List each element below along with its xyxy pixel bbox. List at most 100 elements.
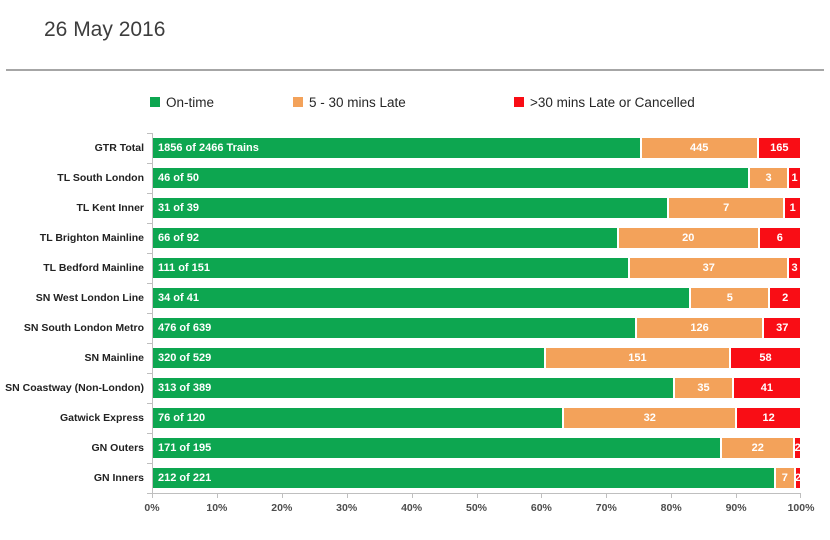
x-axis-tick xyxy=(411,494,413,498)
ontime-segment: 476 of 639 xyxy=(152,318,635,338)
chart-row: TL Brighton Mainline 66 of 92 20 6 xyxy=(0,223,830,253)
row-category-label: Gatwick Express xyxy=(59,412,144,424)
chart-row: TL Bedford Mainline 111 of 151 37 3 xyxy=(0,253,830,283)
x-axis-tick xyxy=(216,494,218,498)
cancelled-count-label: 3 xyxy=(791,262,798,274)
chart-row: SN Mainline 320 of 529 151 58 xyxy=(0,343,830,373)
chart-row: TL Kent Inner 31 of 39 7 1 xyxy=(0,193,830,223)
cancelled-count-label: 6 xyxy=(776,232,783,244)
late-count-label: 7 xyxy=(723,202,730,214)
late-count-label: 5 xyxy=(726,292,733,304)
x-axis-tick-label: 60% xyxy=(530,502,552,514)
late-segment: 20 xyxy=(616,228,758,248)
y-axis-tick xyxy=(147,433,152,434)
stacked-bar: 212 of 221 7 2 xyxy=(152,468,801,488)
y-axis-tick xyxy=(147,163,152,164)
ontime-count-label: 31 of 39 xyxy=(158,202,199,214)
x-axis-tick-label: 90% xyxy=(725,502,747,514)
y-axis-tick xyxy=(147,493,152,494)
row-category-label: TL Kent Inner xyxy=(76,202,144,214)
legend-label-ontime: On-time xyxy=(166,94,215,110)
cancelled-segment: 1 xyxy=(783,198,800,218)
cancelled-segment: 58 xyxy=(728,348,800,368)
title-separator xyxy=(6,69,824,71)
x-axis-tick-label: 100% xyxy=(787,502,815,514)
x-axis-tick xyxy=(476,494,478,498)
late-swatch-icon xyxy=(293,97,303,107)
cancelled-segment: 12 xyxy=(735,408,800,428)
stacked-bar: 320 of 529 151 58 xyxy=(152,348,800,368)
ontime-segment: 66 of 92 xyxy=(152,228,617,248)
row-category-label: TL Brighton Mainline xyxy=(39,232,144,244)
late-segment: 7 xyxy=(773,468,795,488)
x-axis-tick-label: 40% xyxy=(401,502,423,514)
chart-row: Gatwick Express 76 of 120 32 12 xyxy=(0,403,830,433)
y-axis-tick xyxy=(147,223,152,224)
row-category-label: GN Inners xyxy=(93,472,144,484)
ontime-segment: 34 of 41 xyxy=(152,288,690,308)
chart-row: TL South London 46 of 50 3 1 xyxy=(0,163,830,193)
y-axis-tick xyxy=(147,403,152,404)
stacked-bar: 1856 of 2466 Trains 445 165 xyxy=(152,138,800,158)
cancelled-count-label: 41 xyxy=(760,382,773,394)
late-count-label: 32 xyxy=(643,412,656,424)
cancelled-segment: 37 xyxy=(762,318,800,338)
late-segment: 5 xyxy=(689,288,769,308)
ontime-count-label: 476 of 639 xyxy=(158,322,212,334)
x-axis-tick-label: 0% xyxy=(144,502,160,514)
cancelled-count-label: 1 xyxy=(791,172,798,184)
y-axis-tick xyxy=(147,193,152,194)
stacked-bar: 476 of 639 126 37 xyxy=(152,318,800,338)
ontime-segment: 46 of 50 xyxy=(152,168,749,188)
x-axis-tick xyxy=(541,494,543,498)
cancelled-count-label: 37 xyxy=(776,322,789,334)
y-axis-tick xyxy=(147,463,152,464)
ontime-count-label: 76 of 120 xyxy=(158,412,206,424)
page-title: 26 May 2016 xyxy=(44,18,166,41)
late-count-label: 445 xyxy=(689,142,709,154)
ontime-segment: 212 of 221 xyxy=(152,468,774,488)
stacked-bar: 66 of 92 20 6 xyxy=(152,228,800,248)
stacked-bar: 313 of 389 35 41 xyxy=(152,378,800,398)
plot-area: GTR Total 1856 of 2466 Trains 445 165 TL… xyxy=(0,133,830,493)
row-category-label: SN West London Line xyxy=(35,292,144,304)
cancelled-count-label: 2 xyxy=(782,292,789,304)
ontime-segment: 171 of 195 xyxy=(152,438,721,458)
row-category-label: TL South London xyxy=(57,172,144,184)
cancelled-segment: 2 xyxy=(768,288,800,308)
late-segment: 22 xyxy=(720,438,794,458)
chart-row: SN Coastway (Non-London) 313 of 389 35 4… xyxy=(0,373,830,403)
row-category-label: SN Coastway (Non-London) xyxy=(5,382,144,394)
late-segment: 445 xyxy=(639,138,757,158)
cancelled-segment: 3 xyxy=(787,258,800,278)
ontime-segment: 111 of 151 xyxy=(152,258,629,278)
x-axis: 0% 10% 20% 30% 40% 50% 60% 70% 80% 90% 100% xyxy=(144,493,814,533)
late-count-label: 22 xyxy=(751,442,764,454)
ontime-count-label: 320 of 529 xyxy=(158,352,212,364)
legend-item-ontime: On-time xyxy=(150,92,214,112)
chart-row: GTR Total 1856 of 2466 Trains 445 165 xyxy=(0,133,830,163)
x-axis-tick xyxy=(152,494,153,498)
ontime-segment: 320 of 529 xyxy=(152,348,544,368)
x-axis-tick-label: 70% xyxy=(595,502,617,514)
chart-row: SN South London Metro 476 of 639 126 37 xyxy=(0,313,830,343)
stacked-bar: 76 of 120 32 12 xyxy=(152,408,800,428)
legend-label-cancelled: >30 mins Late or Cancelled xyxy=(530,94,695,110)
late-segment: 32 xyxy=(562,408,736,428)
ontime-segment: 76 of 120 xyxy=(152,408,563,428)
x-axis-tick xyxy=(671,494,673,498)
x-axis-tick xyxy=(736,494,738,498)
row-category-label: SN Mainline xyxy=(84,352,144,364)
cancelled-count-label: 12 xyxy=(762,412,775,424)
row-category-label: GTR Total xyxy=(94,142,144,154)
late-count-label: 126 xyxy=(690,322,709,334)
cancelled-count-label: 2 xyxy=(794,442,801,454)
late-count-label: 7 xyxy=(781,472,788,484)
stacked-bar: 111 of 151 37 3 xyxy=(152,258,800,278)
late-segment: 126 xyxy=(634,318,763,338)
cancelled-segment: 6 xyxy=(757,228,800,248)
y-axis-tick xyxy=(147,343,152,344)
late-count-label: 151 xyxy=(628,352,647,364)
ontime-count-label: 111 of 151 xyxy=(158,262,210,274)
